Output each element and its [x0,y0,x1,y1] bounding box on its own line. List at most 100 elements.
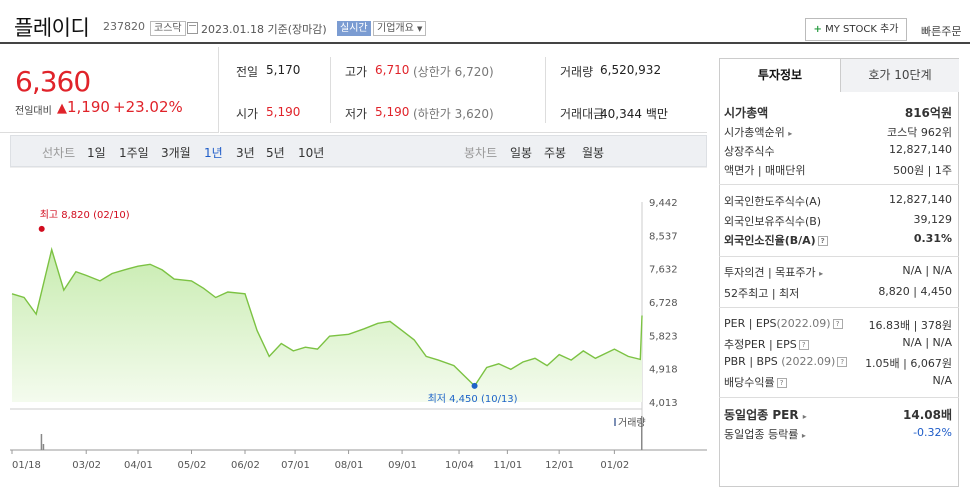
foreign-ratio-row: 외국인소진율(B/A)? 0.31% [724,232,952,247]
x-tick-label: 07/01 [281,460,310,471]
foreign-limit-row: 외국인한도주식수(A) 12,827,140 [724,193,952,208]
y-tick-label: 9,442 [649,198,678,209]
prev-close-label: 전일 [236,65,259,79]
par-value-row: 액면가 | 매매단위 500원 | 1주 [724,164,952,177]
amount-label: 거래대금 [560,107,605,121]
quote-date: 2023.01.18 기준(장마감) [201,23,327,36]
volume-legend-swatch [614,418,616,426]
high-value: 6,710 [375,63,410,77]
divider [719,307,959,308]
min-label: 최저 4,450 (10/13) [428,393,518,405]
x-tick-label: 09/01 [388,460,417,471]
price-stats: 전일 5,170 고가 6,710 (상한가 6,720) 거래량 6,520,… [220,47,707,133]
open-label: 시가 [236,107,259,121]
x-tick-label: 12/01 [545,460,574,471]
period-3m[interactable]: 3개월 [161,146,191,160]
price-chart: 9,442 8,537 7,632 6,728 5,823 4,918 4,013 최고 8,… [10,167,707,471]
upper-limit: (상한가 6,720) [413,65,494,79]
x-tick-label: 10/04 [445,460,474,471]
candle-weekly[interactable]: 주봉 [544,146,567,160]
lower-limit: (하한가 3,620) [413,107,494,121]
help-icon[interactable]: ? [776,378,787,388]
x-tick-label: 01/02 [600,460,629,471]
plus-icon: + [813,24,822,35]
opinion-row: 투자의견 | 목표주가 ▸ N/A | N/A [724,264,952,279]
realtime-button[interactable]: 실시간 [337,21,371,36]
y-tick-label: 7,632 [649,265,678,276]
help-icon[interactable]: ? [832,319,843,329]
market-badge: 코스닥 [150,21,186,36]
triangle-icon: ▸ [788,129,793,138]
divider [330,57,331,123]
triangle-icon: ▸ [819,269,824,278]
max-label: 최고 8,820 (02/10) [40,209,130,221]
market-cap-row: 시가총액 816억원 [724,106,952,120]
stock-name: 플레이디 [14,16,90,40]
min-marker [471,382,478,389]
period-1w[interactable]: 1주일 [119,146,149,160]
open-value: 5,190 [266,105,301,119]
change-rate: +23.02% [113,98,183,116]
volume-bar [641,416,643,450]
dividend-row: 배당수익률? N/A [724,374,952,389]
divider [545,57,546,123]
prev-close-value: 5,170 [266,63,301,77]
divider [719,184,959,185]
listed-shares-row: 상장주식수 12,827,140 [724,143,952,158]
max-marker [38,225,45,232]
pbr-bps-row: PBR | BPS (2022.09)? 1.05배 | 6,067원 [724,355,952,370]
chevron-down-icon: ▼ [417,25,423,33]
period-3y[interactable]: 3년 [236,146,255,160]
candle-chart-label: 봉차트 [464,146,498,160]
volume-value: 6,520,932 [600,63,662,77]
industry-per-row: 동일업종 PER ▸ 14.08배 [724,408,952,422]
change-value: ▲1,190 [57,98,110,116]
chart-toolbar: 선차트 1일 1주일 3개월 1년 3년 5년 10년 봉차트 일봉 주봉 월봉 [10,135,707,167]
foreign-holding-row: 외국인보유주식수(B) 39,129 [724,213,952,228]
stock-code: 237820 [103,20,145,33]
triangle-icon: ▸ [801,431,806,440]
per-eps-row: PER | EPS(2022.09)? 16.83배 | 378원 [724,317,952,332]
volume-bar [42,444,45,450]
volume-bar [40,434,43,450]
y-tick-label: 8,537 [649,231,678,242]
change-label: 전일대비 [15,106,52,117]
x-tick-label: 08/01 [335,460,364,471]
x-tick-label: 05/02 [178,460,207,471]
candle-daily[interactable]: 일봉 [510,146,533,160]
period-10y[interactable]: 10년 [298,146,325,160]
market-cap-rank-row: 시가총액순위 ▸ 코스닥 962위 [724,126,952,139]
x-tick-label: 06/02 [231,460,260,471]
stock-header: 플레이디 237820 코스닥 2023.01.18 기준(장마감) 실시간 기… [0,0,970,44]
amount-value: 40,344 백만 [600,107,668,121]
triangle-icon: ▸ [802,412,807,421]
est-per-row: 추정PER | EPS? N/A | N/A [724,336,952,351]
volume-label: 거래량 [618,417,646,429]
tab-order-book[interactable]: 호가 10단계 [840,59,959,92]
period-5y[interactable]: 5년 [266,146,285,160]
industry-rate-row: 동일업종 등락률 ▸ -0.32% [724,426,952,441]
period-1d[interactable]: 1일 [87,146,106,160]
tab-investment-info[interactable]: 투자정보 [720,59,840,92]
x-tick-label: 04/01 [124,460,153,471]
help-icon[interactable]: ? [798,340,809,350]
y-tick-label: 4,918 [649,365,678,376]
divider [719,256,959,257]
x-tick-label: 11/01 [493,460,522,471]
low-label: 저가 [345,107,368,121]
divider [719,397,959,398]
period-1y[interactable]: 1년 [204,146,223,160]
volume-label: 거래량 [560,65,594,79]
help-icon[interactable]: ? [817,236,828,246]
y-tick-label: 6,728 [649,298,678,309]
company-overview-dropdown[interactable]: 기업개요 ▼ [373,21,427,36]
price-box: 6,360 전일대비 ▲1,190 +23.02% [0,47,219,133]
help-icon[interactable]: ? [837,357,848,367]
price-area [12,249,642,402]
info-tabs: 투자정보 호가 10단계 [719,58,959,92]
y-tick-label: 5,823 [649,331,678,342]
x-tick-label: 03/02 [72,460,101,471]
add-my-stock-button[interactable]: + MY STOCK 추가 [805,18,907,41]
candle-monthly[interactable]: 월봉 [582,146,605,160]
quick-order-link[interactable]: 빠른주문 [921,25,962,38]
